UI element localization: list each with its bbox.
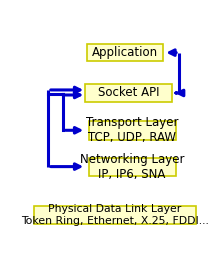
FancyBboxPatch shape <box>87 44 164 61</box>
Text: Socket API: Socket API <box>98 86 159 100</box>
FancyBboxPatch shape <box>85 84 172 102</box>
Text: Transport Layer
TCP, UDP, RAW: Transport Layer TCP, UDP, RAW <box>86 116 178 144</box>
Text: Networking Layer
IP, IP6, SNA: Networking Layer IP, IP6, SNA <box>80 152 184 181</box>
Text: Physical Data Link Layer
Token Ring, Ethernet, X.25, FDDI...: Physical Data Link Layer Token Ring, Eth… <box>21 204 209 226</box>
FancyBboxPatch shape <box>89 121 176 140</box>
Text: Application: Application <box>92 46 158 59</box>
FancyBboxPatch shape <box>34 206 196 224</box>
FancyBboxPatch shape <box>89 157 176 176</box>
